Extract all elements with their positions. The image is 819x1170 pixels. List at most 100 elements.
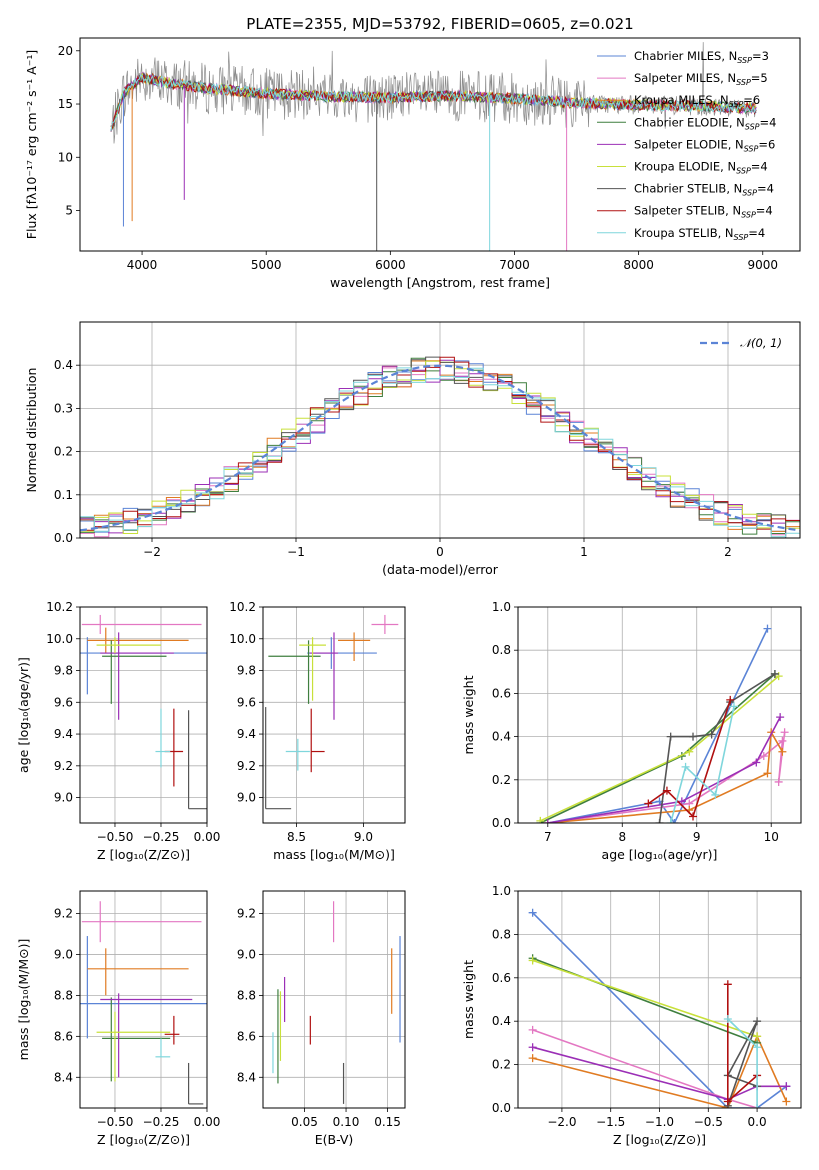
spectrum-plot xyxy=(110,42,757,251)
x-tick-label: 2 xyxy=(724,545,732,559)
y-tick-label: 0.2 xyxy=(492,1058,511,1072)
y-axis-label: mass weight xyxy=(461,675,476,754)
mass-weight-line xyxy=(532,959,758,1038)
legend-nssp-subscript: SSP xyxy=(736,167,751,176)
y-tick-label: 9.2 xyxy=(54,759,73,773)
y-tick-label: 0.4 xyxy=(492,730,511,744)
x-tick-label: 6000 xyxy=(375,258,406,272)
legend-nssp-prefix: , N xyxy=(725,204,741,218)
mass-weight-marker xyxy=(778,747,787,756)
y-axis-label: mass weight xyxy=(461,960,476,1039)
legend-model-name: Chabrier ELODIE xyxy=(634,115,729,129)
mass_vs_ebv-frame xyxy=(262,890,406,1109)
spectrum-frame xyxy=(79,37,801,252)
mass-weight-marker xyxy=(753,1043,762,1052)
age_vs_mass-frame xyxy=(262,606,406,824)
mass-weight-marker xyxy=(689,732,698,741)
legend-model-name: Salpeter MILES xyxy=(634,71,720,85)
weight_vs_age-frame xyxy=(517,606,802,824)
y-tick-label: 8.8 xyxy=(54,988,73,1002)
x-axis-label: wavelength [Angstrom, rest frame] xyxy=(330,275,550,290)
x-tick-label: 1 xyxy=(580,545,588,559)
y-axis-label: Flux [fλ10⁻¹⁷ erg cm⁻² s⁻¹ A⁻¹] xyxy=(24,50,39,239)
y-tick-label: 0.4 xyxy=(492,1014,511,1028)
mass-weight-marker xyxy=(707,730,716,739)
x-tick-label: 0.0 xyxy=(748,1115,767,1129)
mass-weight-marker xyxy=(528,1043,537,1052)
mass-weight-marker xyxy=(774,777,783,786)
y-tick-label: 0.0 xyxy=(492,1101,511,1115)
y-tick-label: 0.6 xyxy=(492,686,511,700)
legend-nssp-value: =4 xyxy=(756,204,773,218)
legend-model-name: Salpeter STELIB xyxy=(634,204,725,218)
legend-label: Salpeter ELODIE, NSSP=6 xyxy=(634,137,775,153)
legend-label: Salpeter MILES, NSSP=5 xyxy=(634,71,768,87)
residuals-frame xyxy=(79,321,801,539)
mass-weight-marker xyxy=(753,1032,762,1041)
mass-weight-marker xyxy=(644,799,653,808)
x-tick-label: −0.25 xyxy=(143,830,180,844)
mass-weight-marker xyxy=(723,1097,732,1106)
legend-model-name: Chabrier MILES xyxy=(634,49,721,63)
mass-weight-line xyxy=(658,673,776,823)
legend-model-name: Kroupa MILES xyxy=(634,93,713,107)
y-tick-label: 9.0 xyxy=(54,947,73,961)
y-tick-label: 8.6 xyxy=(237,1029,256,1043)
x-tick-label: 0.05 xyxy=(291,1115,318,1129)
x-axis-label: Z [log₁₀(Z/Z⊙)] xyxy=(613,1132,706,1147)
normal-reference-curve xyxy=(80,364,800,532)
mass-weight-line xyxy=(547,732,786,823)
y-tick-label: 9.2 xyxy=(54,907,73,921)
mass-weight-line xyxy=(669,706,735,823)
legend-nssp-prefix: , N xyxy=(726,182,742,196)
legend-nssp-subscript: SSP xyxy=(737,56,752,65)
x-tick-label: 9 xyxy=(693,830,701,844)
y-tick-label: 15 xyxy=(58,97,73,111)
y-tick-label: 1.0 xyxy=(492,600,511,614)
x-tick-label: −1 xyxy=(287,545,305,559)
y-tick-label: 0.3 xyxy=(54,401,73,415)
x-tick-label: 4000 xyxy=(127,258,158,272)
y-tick-label: 0.0 xyxy=(54,531,73,545)
y-tick-label: 8.6 xyxy=(54,1029,73,1043)
mass-weight-marker xyxy=(763,624,772,633)
y-tick-label: 9.6 xyxy=(54,695,73,709)
mass_vs_Z-plot xyxy=(80,901,207,1105)
mass-weight-marker xyxy=(689,812,698,821)
mass-weight-line xyxy=(532,1034,788,1108)
y-tick-label: 0.2 xyxy=(54,445,73,459)
model-spectrum-line xyxy=(110,74,757,131)
y-tick-label: 9.0 xyxy=(237,947,256,961)
y-tick-label: 8.8 xyxy=(237,988,256,1002)
spectrum-axes: 4000 5000 6000 7000 8000 9000 5 10 15 20 wavelengt… xyxy=(24,44,778,290)
y-tick-label: 10.2 xyxy=(229,600,256,614)
y-tick-label: 0.1 xyxy=(54,488,73,502)
legend-nssp-subscript: SSP xyxy=(744,144,759,153)
y-tick-label: 9.0 xyxy=(237,791,256,805)
y-tick-label: 9.0 xyxy=(54,791,73,805)
mass-weight-marker xyxy=(670,819,679,823)
weight_vs_Z-plot xyxy=(528,908,791,1108)
y-tick-label: 20 xyxy=(58,44,73,58)
age_vs_Z-axes: −0.50 −0.25 0.00 9.0 9.2 9.4 9.6 9.8 10.0 10.2 Z [… xyxy=(16,600,220,862)
mass-weight-marker xyxy=(723,980,732,989)
x-tick-label: 9000 xyxy=(747,258,778,272)
legend-nssp-prefix: , N xyxy=(720,160,736,174)
residuals-axes: −2 −1 0 1 2 0.0 0.1 0.2 0.3 0.4 (data-model)/error… xyxy=(24,322,800,577)
chart-title: PLATE=2355, MJD=53792, FIBERID=0605, z=0… xyxy=(246,15,633,33)
y-tick-label: 9.8 xyxy=(237,664,256,678)
legend-nssp-subscript: SSP xyxy=(741,211,756,220)
legend-nssp-subscript: SSP xyxy=(742,189,757,198)
mass-weight-marker xyxy=(780,728,789,737)
mass-weight-marker xyxy=(536,816,545,823)
mass-weight-line xyxy=(532,912,787,1108)
legend-label: Chabrier MILES, NSSP=3 xyxy=(634,49,769,65)
x-axis-label: age [log₁₀(age/yr)] xyxy=(602,847,718,862)
y-tick-label: 0.6 xyxy=(492,971,511,985)
x-axis-label: E(B-V) xyxy=(315,1132,354,1147)
legend-nssp-value: =6 xyxy=(758,137,775,151)
legend-nssp-subscript: SSP xyxy=(729,100,744,109)
y-tick-label: 1.0 xyxy=(492,884,511,898)
legend-nssp-value: =4 xyxy=(751,160,768,174)
x-tick-label: 8.5 xyxy=(287,830,306,844)
